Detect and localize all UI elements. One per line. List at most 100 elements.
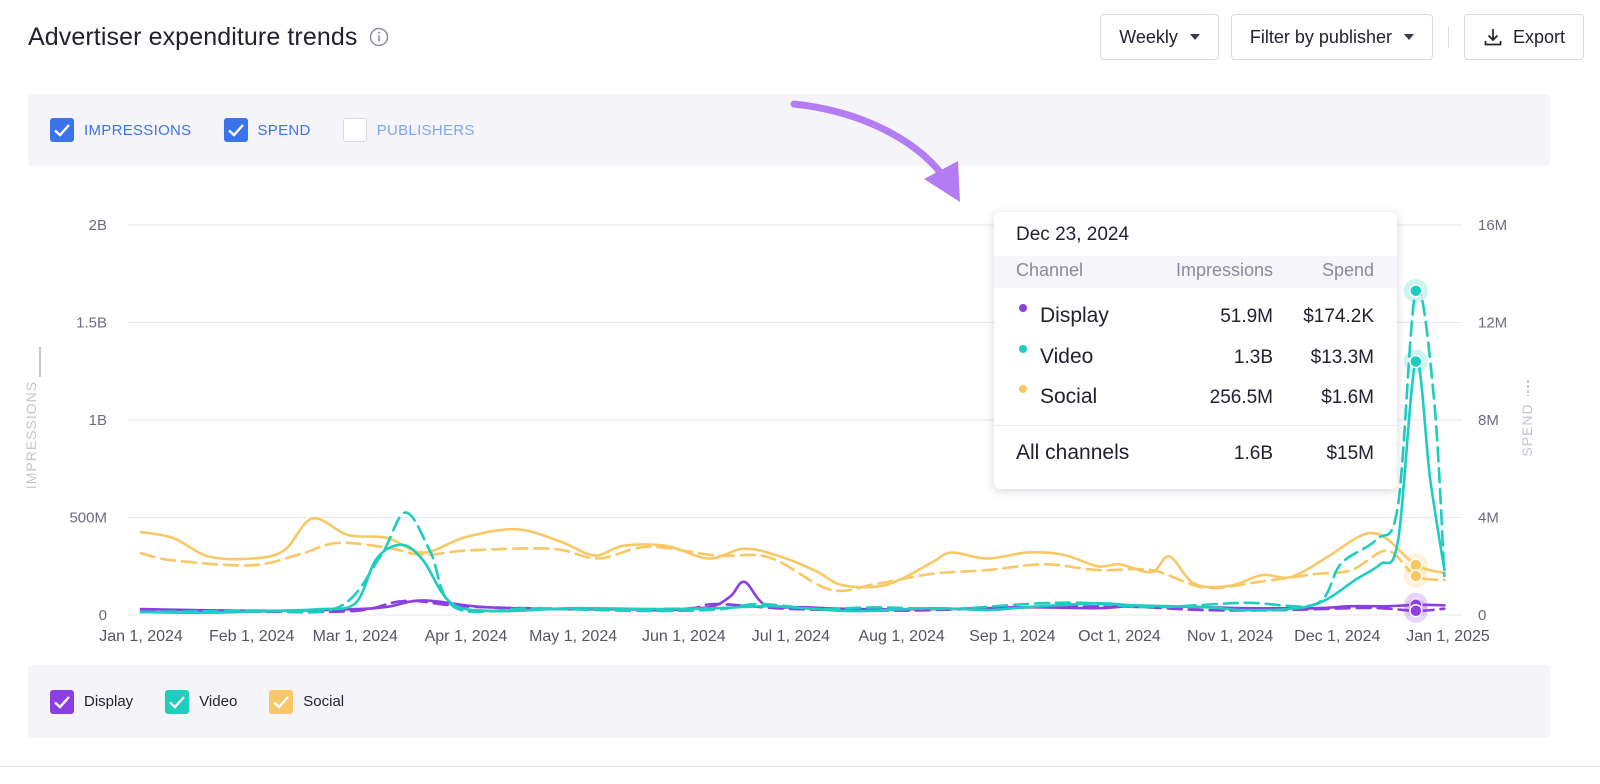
toggle-label-impressions: IMPRESSIONS bbox=[84, 121, 192, 139]
display-dot bbox=[1019, 304, 1027, 312]
legend-item-video[interactable]: Video bbox=[165, 689, 238, 714]
tooltip-channel: Display bbox=[1040, 304, 1109, 327]
tooltip-col-channel: Channel bbox=[1016, 260, 1084, 280]
tooltip-total-impressions: 1.6B bbox=[1233, 443, 1273, 464]
chart-series bbox=[139, 286, 1446, 615]
chevron-down-icon bbox=[1403, 34, 1414, 40]
highlight-point-video-impressions bbox=[1409, 354, 1423, 369]
series-line-video-spend bbox=[139, 286, 1446, 614]
toggle-label-publishers: PUBLISHERS bbox=[376, 121, 475, 139]
tooltip-spend: $13.3M bbox=[1310, 347, 1374, 368]
y-axis-left-label: IMPRESSIONS bbox=[23, 381, 39, 489]
tooltip-row-total: All channels 1.6B $15M bbox=[994, 438, 1397, 470]
tooltip-col-impressions: Impressions bbox=[1175, 260, 1273, 280]
metric-toggle-bar: IMPRESSIONS SPEND PUBLISHERS bbox=[28, 94, 1550, 166]
y-tick-label: 0 bbox=[1478, 607, 1486, 624]
legend-item-social[interactable]: Social bbox=[269, 689, 345, 714]
tooltip-row-social: Social 256.5M $1.6M bbox=[994, 382, 1397, 414]
highlight-point-display-spend bbox=[1409, 604, 1423, 618]
page-title: Advertiser expenditure trends bbox=[28, 22, 358, 51]
x-tick-label: Sep 1, 2024 bbox=[969, 628, 1055, 645]
highlight-markers bbox=[1403, 278, 1428, 623]
checkbox-impressions[interactable] bbox=[50, 118, 74, 142]
interval-label: Weekly bbox=[1119, 26, 1178, 47]
header: Advertiser expenditure trends Weekly Fil… bbox=[28, 14, 1584, 60]
tooltip-impressions: 1.3B bbox=[1233, 347, 1273, 368]
divider bbox=[1447, 26, 1449, 48]
x-tick-label: Mar 1, 2024 bbox=[313, 628, 398, 645]
tooltip-total-spend: $15M bbox=[1326, 443, 1374, 464]
x-tick-label: Oct 1, 2024 bbox=[1078, 628, 1161, 645]
x-tick-label: Jun 1, 2024 bbox=[642, 628, 726, 645]
y-tick-label: 12M bbox=[1478, 315, 1507, 332]
tooltip-spend: $174.2K bbox=[1303, 306, 1374, 327]
y-axis-right-label: SPEND bbox=[1519, 403, 1535, 456]
checkbox-social[interactable] bbox=[269, 689, 294, 714]
annotation-arrow bbox=[790, 100, 960, 202]
checkbox-publishers[interactable] bbox=[342, 118, 367, 142]
y-tick-label: 500M bbox=[69, 510, 107, 527]
x-tick-label: Jul 1, 2024 bbox=[752, 628, 830, 645]
series-line-video-impressions bbox=[139, 359, 1446, 615]
legend-item-display[interactable]: Display bbox=[50, 689, 134, 714]
tooltip-row-video: Video 1.3B $13.3M bbox=[994, 342, 1397, 374]
tooltip-row-display: Display 51.9M $174.2K bbox=[994, 301, 1397, 333]
tooltip-total-label: All channels bbox=[1016, 441, 1130, 464]
header-actions: Weekly Filter by publisher Export bbox=[1088, 14, 1584, 60]
series-legend: Display Video Social bbox=[28, 665, 1550, 738]
legend-label-social: Social bbox=[303, 693, 345, 710]
series-line-social-impressions bbox=[139, 517, 1446, 589]
y-tick-label: 1B bbox=[89, 412, 107, 429]
tooltip-impressions: 256.5M bbox=[1209, 387, 1273, 408]
legend-label-display: Display bbox=[84, 693, 134, 710]
x-tick-label: Dec 1, 2024 bbox=[1294, 628, 1380, 645]
y-axis-left: 0 500M 1B 1.5B 2B bbox=[69, 217, 107, 624]
toggle-impressions[interactable]: IMPRESSIONS bbox=[50, 118, 192, 142]
social-dot bbox=[1019, 385, 1027, 393]
x-tick-label: Jan 1, 2024 bbox=[99, 628, 183, 645]
checkbox-display[interactable] bbox=[50, 689, 74, 714]
chart-tooltip: Dec 23, 2024 Channel Impressions Spend D… bbox=[994, 212, 1397, 489]
legend-label-video: Video bbox=[199, 693, 238, 710]
series-line-social-spend bbox=[139, 541, 1446, 593]
checkbox-spend[interactable] bbox=[223, 118, 248, 142]
tooltip-col-spend: Spend bbox=[1321, 260, 1374, 280]
interval-dropdown[interactable]: Weekly bbox=[1100, 14, 1219, 60]
y-tick-label: 8M bbox=[1478, 412, 1499, 429]
y-tick-label: 0 bbox=[99, 607, 107, 624]
x-tick-label: Apr 1, 2024 bbox=[425, 628, 508, 645]
x-tick-label: Jan 1, 2025 bbox=[1406, 628, 1490, 645]
y-tick-label: 16M bbox=[1478, 217, 1507, 234]
publisher-filter-dropdown[interactable]: Filter by publisher bbox=[1230, 14, 1433, 60]
tooltip-channel: Social bbox=[1040, 385, 1098, 408]
highlight-point-video-spend bbox=[1409, 284, 1423, 298]
info-icon[interactable] bbox=[369, 27, 389, 47]
y-tick-label: 4M bbox=[1478, 510, 1499, 527]
y-axis-right: 0 4M 8M 12M 16M bbox=[1478, 217, 1507, 624]
toggle-publishers[interactable]: PUBLISHERS bbox=[342, 118, 475, 142]
highlight-point-social-spend bbox=[1409, 569, 1423, 583]
toggle-spend[interactable]: SPEND bbox=[223, 118, 311, 142]
tooltip-spend: $1.6M bbox=[1321, 387, 1374, 408]
x-tick-label: Nov 1, 2024 bbox=[1187, 628, 1273, 645]
toggle-label-spend: SPEND bbox=[257, 121, 311, 139]
tooltip-divider bbox=[994, 425, 1397, 426]
x-tick-label: Feb 1, 2024 bbox=[209, 628, 295, 645]
filter-label: Filter by publisher bbox=[1249, 26, 1392, 47]
x-tick-label: May 1, 2024 bbox=[529, 628, 617, 645]
tooltip-channel: Video bbox=[1040, 345, 1094, 368]
y-tick-label: 2B bbox=[89, 217, 107, 234]
line-chart: 0 500M 1B 1.5B 2B 0 4M 8M 12M 16M Jan 1, 2024 Feb… bbox=[23, 217, 1535, 645]
chevron-down-icon bbox=[1189, 34, 1200, 40]
divider bbox=[0, 766, 1600, 767]
video-dot bbox=[1019, 345, 1027, 353]
y-tick-label: 1.5B bbox=[76, 315, 107, 332]
tooltip-header: Channel Impressions Spend bbox=[994, 256, 1397, 288]
export-button[interactable]: Export bbox=[1463, 14, 1584, 60]
x-tick-label: Aug 1, 2024 bbox=[858, 628, 944, 645]
export-label: Export bbox=[1512, 26, 1565, 47]
download-icon bbox=[1483, 27, 1503, 47]
tooltip-date: Dec 23, 2024 bbox=[1016, 224, 1130, 245]
checkbox-video[interactable] bbox=[165, 689, 190, 714]
x-axis: Jan 1, 2024 Feb 1, 2024 Mar 1, 2024 Apr 1, … bbox=[99, 628, 1490, 645]
